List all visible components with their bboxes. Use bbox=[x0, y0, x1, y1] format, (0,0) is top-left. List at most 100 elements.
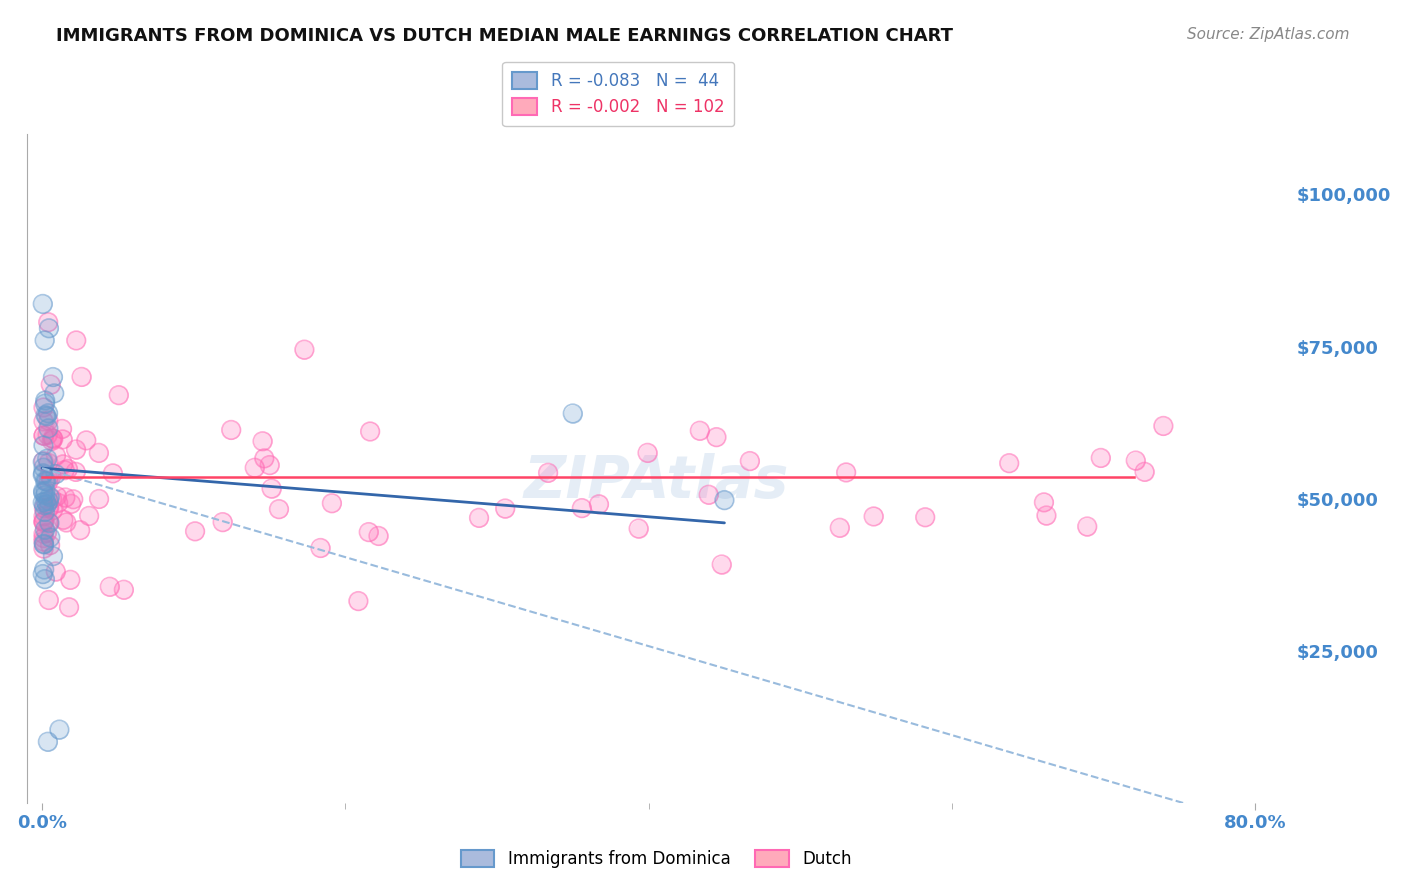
Point bbox=[32, 498, 55, 512]
Point bbox=[243, 460, 266, 475]
Point bbox=[34, 572, 56, 586]
Point bbox=[31, 567, 53, 582]
Point bbox=[697, 488, 720, 502]
Point bbox=[32, 401, 55, 415]
Point bbox=[32, 438, 55, 452]
Point bbox=[32, 537, 55, 551]
Point bbox=[53, 463, 76, 477]
Point bbox=[219, 423, 242, 437]
Point bbox=[32, 428, 55, 442]
Point bbox=[41, 431, 63, 445]
Point bbox=[710, 558, 733, 572]
Point bbox=[267, 502, 290, 516]
Point bbox=[37, 315, 59, 329]
Point bbox=[31, 455, 53, 469]
Point bbox=[367, 529, 389, 543]
Point bbox=[35, 475, 58, 489]
Point bbox=[359, 425, 381, 439]
Point bbox=[31, 467, 53, 482]
Point bbox=[45, 467, 67, 481]
Text: Source: ZipAtlas.com: Source: ZipAtlas.com bbox=[1187, 27, 1350, 42]
Point bbox=[52, 458, 75, 472]
Point bbox=[101, 467, 124, 481]
Point bbox=[37, 406, 59, 420]
Point bbox=[1133, 465, 1156, 479]
Point bbox=[1035, 508, 1057, 523]
Point bbox=[32, 537, 55, 551]
Point bbox=[1035, 508, 1057, 523]
Point bbox=[39, 470, 62, 484]
Point bbox=[468, 511, 491, 525]
Point bbox=[259, 458, 281, 472]
Point bbox=[60, 497, 83, 511]
Point bbox=[38, 516, 60, 530]
Point bbox=[468, 511, 491, 525]
Point bbox=[32, 454, 55, 468]
Point bbox=[38, 593, 60, 607]
Point bbox=[862, 509, 884, 524]
Point bbox=[32, 562, 55, 576]
Point bbox=[34, 523, 56, 537]
Point bbox=[87, 491, 110, 506]
Point bbox=[34, 334, 56, 348]
Point bbox=[32, 485, 55, 500]
Point bbox=[32, 428, 55, 442]
Point bbox=[494, 501, 516, 516]
Point bbox=[46, 496, 69, 510]
Point bbox=[34, 397, 56, 411]
Point bbox=[38, 516, 60, 530]
Point bbox=[835, 466, 858, 480]
Point bbox=[55, 516, 77, 530]
Point bbox=[32, 534, 55, 549]
Point bbox=[42, 370, 65, 384]
Point bbox=[32, 484, 55, 499]
Point bbox=[37, 421, 59, 435]
Point bbox=[39, 531, 62, 545]
Point bbox=[34, 409, 56, 423]
Point bbox=[32, 541, 55, 556]
Point bbox=[77, 508, 100, 523]
Point bbox=[34, 393, 56, 408]
Point bbox=[58, 600, 80, 615]
Point bbox=[53, 491, 76, 505]
Point bbox=[75, 434, 97, 448]
Point bbox=[39, 470, 62, 484]
Point bbox=[42, 549, 65, 564]
Point bbox=[101, 467, 124, 481]
Point bbox=[38, 515, 60, 529]
Point bbox=[39, 538, 62, 552]
Point bbox=[571, 501, 593, 516]
Point bbox=[34, 474, 56, 488]
Point bbox=[637, 446, 659, 460]
Point bbox=[34, 483, 56, 498]
Point bbox=[38, 468, 60, 483]
Point bbox=[588, 497, 610, 511]
Point bbox=[38, 593, 60, 607]
Point bbox=[828, 521, 851, 535]
Point bbox=[35, 497, 58, 511]
Point bbox=[184, 524, 207, 539]
Point bbox=[627, 522, 650, 536]
Point bbox=[39, 377, 62, 392]
Point bbox=[41, 491, 63, 506]
Point bbox=[62, 492, 84, 507]
Point bbox=[32, 534, 55, 549]
Point bbox=[34, 488, 56, 502]
Point bbox=[32, 531, 55, 545]
Point bbox=[1076, 519, 1098, 533]
Point bbox=[44, 386, 66, 401]
Point bbox=[31, 455, 53, 469]
Point bbox=[45, 467, 67, 481]
Point bbox=[38, 515, 60, 529]
Point bbox=[588, 497, 610, 511]
Point bbox=[738, 454, 761, 468]
Point bbox=[38, 494, 60, 508]
Point bbox=[32, 414, 55, 428]
Point bbox=[31, 567, 53, 582]
Point bbox=[32, 484, 55, 499]
Point bbox=[34, 334, 56, 348]
Point bbox=[260, 482, 283, 496]
Point bbox=[321, 496, 343, 510]
Point bbox=[32, 498, 55, 512]
Point bbox=[321, 496, 343, 510]
